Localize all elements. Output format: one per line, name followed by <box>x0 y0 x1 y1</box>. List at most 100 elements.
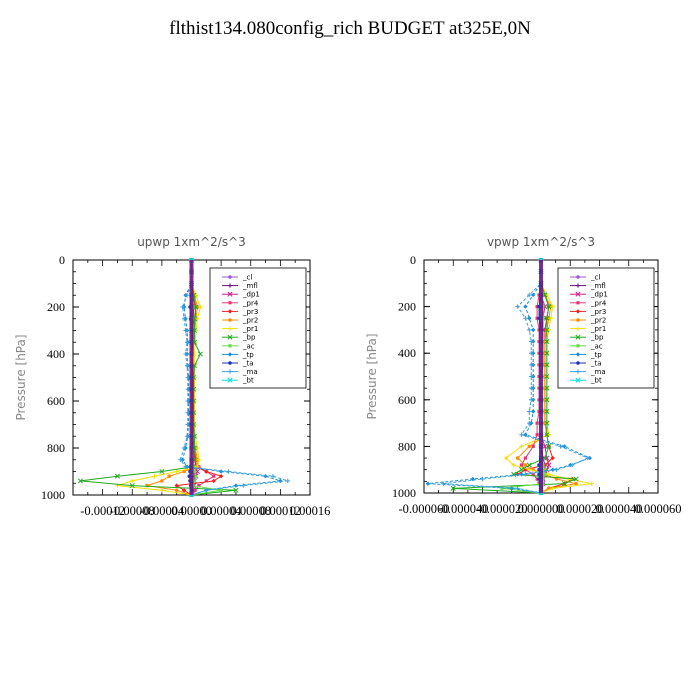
data-point <box>558 444 563 449</box>
legend-label: _bp <box>590 334 604 342</box>
data-point <box>544 338 550 345</box>
legend-label: _pr4 <box>590 299 607 307</box>
data-point <box>233 483 239 488</box>
x-tick-label: 0.000040 <box>596 502 643 516</box>
legend-item: _dp1 <box>570 291 608 299</box>
data-point <box>544 373 550 380</box>
data-point <box>523 456 527 460</box>
data-point <box>542 443 548 449</box>
data-point <box>211 478 216 484</box>
data-point <box>527 292 532 298</box>
legend-marker <box>228 318 232 322</box>
data-point <box>550 304 555 309</box>
data-point <box>542 292 548 298</box>
data-point <box>544 327 550 333</box>
data-point <box>159 468 165 475</box>
data-point <box>535 421 539 425</box>
data-point <box>546 304 552 310</box>
data-point <box>184 363 190 368</box>
legend-marker <box>575 377 581 383</box>
y-axis-label: Pressure [hPa] <box>365 333 379 419</box>
data-point <box>531 444 535 448</box>
data-point <box>562 444 567 449</box>
data-point <box>531 327 536 333</box>
data-point <box>425 481 431 486</box>
data-point <box>193 293 199 298</box>
data-point <box>130 478 135 484</box>
legend-marker <box>575 334 581 340</box>
chart-panel-vpwp: vpwp 1xm^2/s^3 Pressure [hPa] 0 200 400 600 80… <box>365 235 681 516</box>
legend-label: _mfl <box>590 282 606 290</box>
data-point <box>198 304 203 310</box>
legend-marker <box>575 309 581 314</box>
data-point <box>527 327 532 333</box>
y-tick-label: 0 <box>410 253 416 267</box>
legend-item: _pr4 <box>570 299 607 307</box>
data-point <box>519 432 524 437</box>
x-tick-label: 0.00008 <box>230 504 271 518</box>
data-point <box>174 488 179 493</box>
data-point <box>193 488 197 492</box>
data-point <box>535 316 539 320</box>
legend-marker <box>228 301 232 305</box>
data-point <box>543 472 547 476</box>
data-point <box>527 316 532 321</box>
legend-marker <box>575 283 581 288</box>
legend-item: _ma <box>222 368 258 376</box>
data-point <box>129 483 135 489</box>
data-point <box>544 350 550 356</box>
data-point <box>193 457 198 462</box>
legend-marker <box>576 361 580 365</box>
legend: _cl_mfl_dp1_pr4_pr3_pr2_pr1_bp_ac_tp_ta_… <box>209 267 307 389</box>
legend-label: _dp1 <box>242 291 260 299</box>
data-point <box>193 434 198 439</box>
data-point <box>183 464 188 469</box>
data-point <box>519 444 524 449</box>
legend-item: _mfl <box>570 282 606 290</box>
data-point <box>184 340 190 345</box>
data-point <box>546 443 552 449</box>
data-point <box>515 456 520 460</box>
legend-label: _ta <box>242 360 254 368</box>
data-point <box>185 410 190 415</box>
data-point <box>531 292 536 298</box>
x-tick-label: 0.00016 <box>290 504 331 518</box>
data-point <box>285 478 290 484</box>
legend-label: _pr2 <box>590 317 606 325</box>
data-point <box>194 474 198 478</box>
data-point <box>178 457 183 462</box>
data-point <box>185 398 190 404</box>
data-point <box>544 315 550 321</box>
data-point <box>192 469 197 474</box>
legend-marker <box>575 369 581 374</box>
data-point <box>550 486 555 491</box>
data-point <box>531 472 535 476</box>
data-point <box>181 445 187 451</box>
legend-item: _ta <box>570 360 602 368</box>
y-axis-label: Pressure [hPa] <box>14 334 28 420</box>
y-tick-label: 600 <box>398 393 416 407</box>
data-point <box>204 479 208 483</box>
data-point <box>550 467 555 472</box>
legend-label: _pr2 <box>242 317 258 325</box>
data-point <box>523 316 528 321</box>
data-point <box>182 469 186 474</box>
legend-label: _bt <box>242 377 254 385</box>
data-point <box>585 455 590 461</box>
legend-label: _bt <box>590 377 602 385</box>
data-point <box>529 339 534 344</box>
data-point <box>160 479 164 483</box>
data-point <box>218 474 224 479</box>
legend-marker <box>576 344 580 348</box>
data-point <box>529 351 534 356</box>
legend-item: _cl <box>222 274 252 282</box>
data-point <box>159 488 165 493</box>
legend-label: _pr3 <box>242 308 258 316</box>
x-tick-label: -0.00008 <box>110 504 155 518</box>
legend-item: _cl <box>570 274 600 282</box>
data-point <box>544 420 550 426</box>
data-point <box>183 351 188 357</box>
data-point <box>574 481 578 486</box>
data-point <box>546 462 552 468</box>
